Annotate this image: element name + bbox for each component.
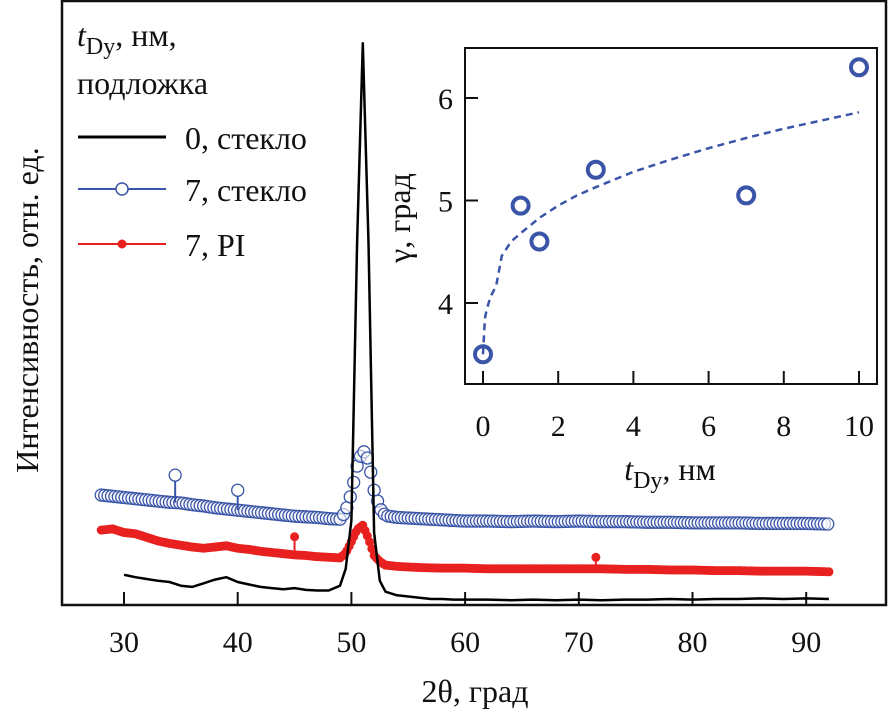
- legend-marker-2: [117, 239, 127, 249]
- inset-x-tick-label-5: 10: [844, 410, 874, 443]
- outlier-point: [231, 483, 245, 497]
- inset-x-tick-label-4: 8: [776, 410, 791, 443]
- legend-label-1: 7, стекло: [185, 172, 307, 208]
- x-tick-label-1: 40: [223, 626, 253, 659]
- data-point: [821, 517, 835, 531]
- data-point: [365, 537, 375, 547]
- inset-data-point: [736, 185, 757, 206]
- inset-x-axis-label: tDy, нм: [624, 451, 716, 494]
- inset-frame: [464, 47, 878, 385]
- series-7-pi: [96, 520, 834, 577]
- data-point: [343, 490, 357, 504]
- x-tick-label-5: 80: [678, 626, 708, 659]
- x-tick-label-6: 90: [791, 626, 821, 659]
- legend-title-line2: подложка: [77, 65, 208, 101]
- legend: tDy, нм, подложка 0, стекло 7, стекло 7,…: [77, 17, 307, 263]
- series-0-steklo-line: [123, 42, 829, 602]
- main-chart: 30 40 50 60 70 80 90: [60, 0, 888, 659]
- legend-label-0: 0, стекло: [185, 120, 307, 156]
- legend-marker-1: [115, 182, 129, 196]
- fit-curve: [481, 111, 860, 355]
- inset-x-tick-label-2: 4: [626, 410, 641, 443]
- x-axis-label: 2θ, град: [422, 673, 529, 709]
- x-tick-label-0: 30: [109, 626, 139, 659]
- inset-chart: 0 2 4 6 8 10 4 5 6: [438, 47, 878, 443]
- data-point: [367, 544, 377, 554]
- legend-label-2: 7, PI: [185, 227, 245, 263]
- inset-y-tick-label-1: 5: [438, 186, 453, 219]
- inset-data-point: [473, 344, 493, 365]
- outlier-point: [168, 468, 182, 482]
- y-axis-label: Интенсивность, отн. ед.: [9, 147, 45, 472]
- inset-x-tick-label-1: 2: [551, 410, 566, 443]
- inset-y-tick-label-0: 4: [438, 288, 453, 321]
- x-tick-label-4: 70: [564, 626, 594, 659]
- plot-frame: [60, 0, 888, 607]
- series-7-steklo: [94, 445, 835, 531]
- inset-x-tick-label-3: 6: [701, 410, 716, 443]
- inset-y-tick-label-2: 6: [438, 83, 453, 116]
- inset-data-point: [510, 195, 531, 216]
- inset-y-axis-label: γ, град: [381, 173, 417, 264]
- inset-x-tick-label-0: 0: [476, 410, 491, 443]
- outlier-point: [591, 552, 601, 562]
- data-point: [824, 567, 834, 577]
- outlier-point: [290, 532, 300, 542]
- legend-title-line1: tDy, нм,: [77, 17, 177, 60]
- data-point: [364, 465, 378, 479]
- inset-data-point: [585, 159, 606, 180]
- inset-data-point: [529, 231, 550, 252]
- x-tick-label-3: 60: [450, 626, 480, 659]
- data-point: [347, 475, 361, 490]
- x-tick-label-2: 50: [336, 626, 366, 659]
- inset-data-point: [849, 57, 869, 78]
